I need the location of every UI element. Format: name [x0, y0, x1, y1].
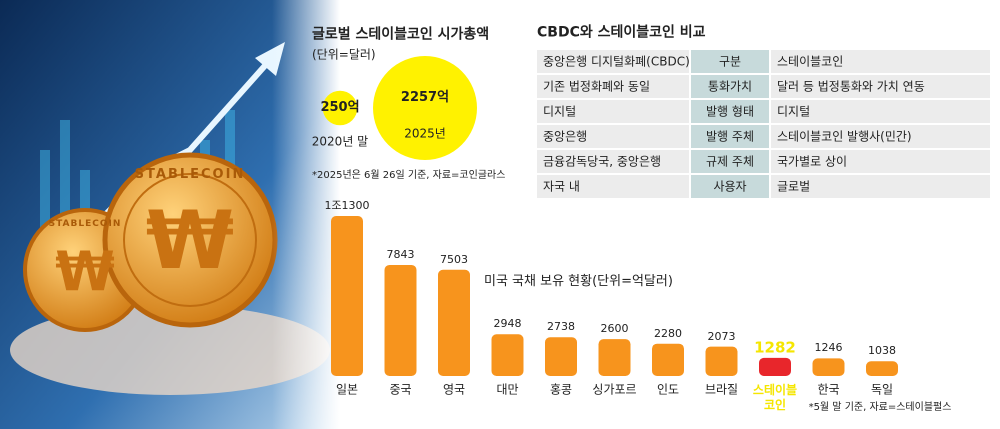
bar — [866, 361, 898, 376]
table-text: 구분 — [718, 54, 742, 68]
category-label: 중국 — [389, 382, 412, 397]
value-label: 1282 — [754, 338, 796, 357]
category-label: 인도 — [656, 382, 680, 397]
bar — [812, 358, 845, 376]
coin-symbol: ₩ — [55, 240, 115, 303]
category-label: 영국 — [442, 382, 466, 397]
table-text: 스테이블코인 — [777, 54, 844, 68]
table-text: 기존 법정화폐와 동일 — [543, 79, 650, 93]
table-text: 발행 형태 — [706, 104, 754, 118]
value-label: 2280 — [654, 326, 682, 340]
chart-note: *2025년은 6월 26일 기준, 자료=코인글라스 — [312, 169, 506, 181]
value-label: 1038 — [868, 344, 896, 358]
value-label: 2948 — [493, 317, 522, 331]
table-cell — [691, 125, 769, 148]
value-label: 2257억 — [400, 89, 450, 105]
bar — [705, 346, 738, 376]
chart-subtitle: (단위=달러) — [312, 47, 376, 62]
category-label: 한국 — [817, 382, 840, 397]
table-text: 디지털 — [543, 104, 577, 118]
table-text: 자국 내 — [543, 179, 580, 193]
category-label: 독일 — [870, 382, 894, 397]
bar — [331, 216, 363, 376]
table-text: 중앙은행 — [543, 129, 588, 143]
chart-note: *5월 말 기준, 자료=스테이블펄스 — [808, 401, 952, 413]
bar — [598, 339, 631, 376]
table-cell — [691, 50, 769, 73]
table-text: 스테이블코인 발행사(민간) — [777, 129, 912, 143]
bar — [384, 264, 417, 376]
table-cell — [691, 175, 769, 198]
table-text: 규제 주체 — [706, 154, 754, 168]
table-cell — [771, 100, 990, 123]
chart-title: 글로벌 스테이블코인 시가총액 — [312, 26, 490, 43]
bubble — [322, 90, 358, 126]
table-cell — [537, 125, 689, 148]
bar — [438, 269, 470, 376]
value-label: 2738 — [547, 320, 575, 334]
bar — [491, 334, 524, 376]
table-cell — [691, 100, 769, 123]
bar — [759, 357, 791, 376]
table-cell — [691, 150, 769, 173]
value-label: 250억 — [320, 99, 360, 115]
value-label: 7503 — [440, 252, 468, 266]
table-text: 중앙은행 디지털화폐(CBDC) — [543, 54, 690, 68]
table-text: 달러 등 법정통화와 가치 연동 — [777, 79, 925, 93]
chart-title: 미국 국채 보유 현황(단위=억달러) — [484, 273, 673, 289]
value-label: 2073 — [707, 329, 736, 343]
table-text: 금융감독당국, 중앙은행 — [543, 154, 662, 168]
category-label: 2025년 — [404, 126, 446, 141]
value-label: 1246 — [814, 341, 843, 355]
value-label: 7843 — [386, 248, 415, 262]
category-label: 일본 — [335, 382, 359, 397]
table-cell — [771, 150, 990, 173]
table-cell — [771, 125, 990, 148]
category-label: 브라질 — [704, 382, 739, 397]
table-text: 국가별로 상이 — [777, 154, 848, 168]
bar — [545, 337, 577, 376]
table-text: 통화가치 — [707, 79, 753, 93]
table-cell — [537, 50, 689, 73]
table-cell — [537, 75, 689, 98]
table-cell — [771, 75, 990, 98]
table-cell — [691, 75, 769, 98]
bubble — [373, 56, 477, 160]
table-text: 디지털 — [777, 104, 811, 118]
category-label: 대만 — [496, 382, 519, 397]
coin-text: STABLECOIN — [49, 219, 122, 229]
value-label: 2600 — [600, 322, 629, 336]
table-cell — [537, 175, 689, 198]
table-cell — [537, 100, 689, 123]
coin-text: STABLECOIN — [135, 167, 246, 182]
category-label: 2020년 말 — [311, 134, 369, 149]
table-text: 발행 주체 — [706, 129, 754, 143]
table-cell — [537, 150, 689, 173]
table-text: 사용자 — [713, 179, 747, 193]
coin-symbol: ₩ — [146, 194, 234, 287]
table-text: 글로벌 — [777, 179, 811, 193]
category-label: 스테이블 코인 — [752, 383, 798, 412]
table-cell — [771, 175, 990, 198]
table-cell — [771, 50, 990, 73]
value-label: 1조1300 — [324, 199, 370, 213]
category-label: 홍콩 — [549, 382, 573, 397]
photo-fade — [0, 0, 340, 429]
table-title: CBDC와 스테이블코인 비교 — [537, 24, 706, 41]
category-label: 싱가포르 — [592, 382, 637, 397]
bar — [652, 343, 684, 376]
